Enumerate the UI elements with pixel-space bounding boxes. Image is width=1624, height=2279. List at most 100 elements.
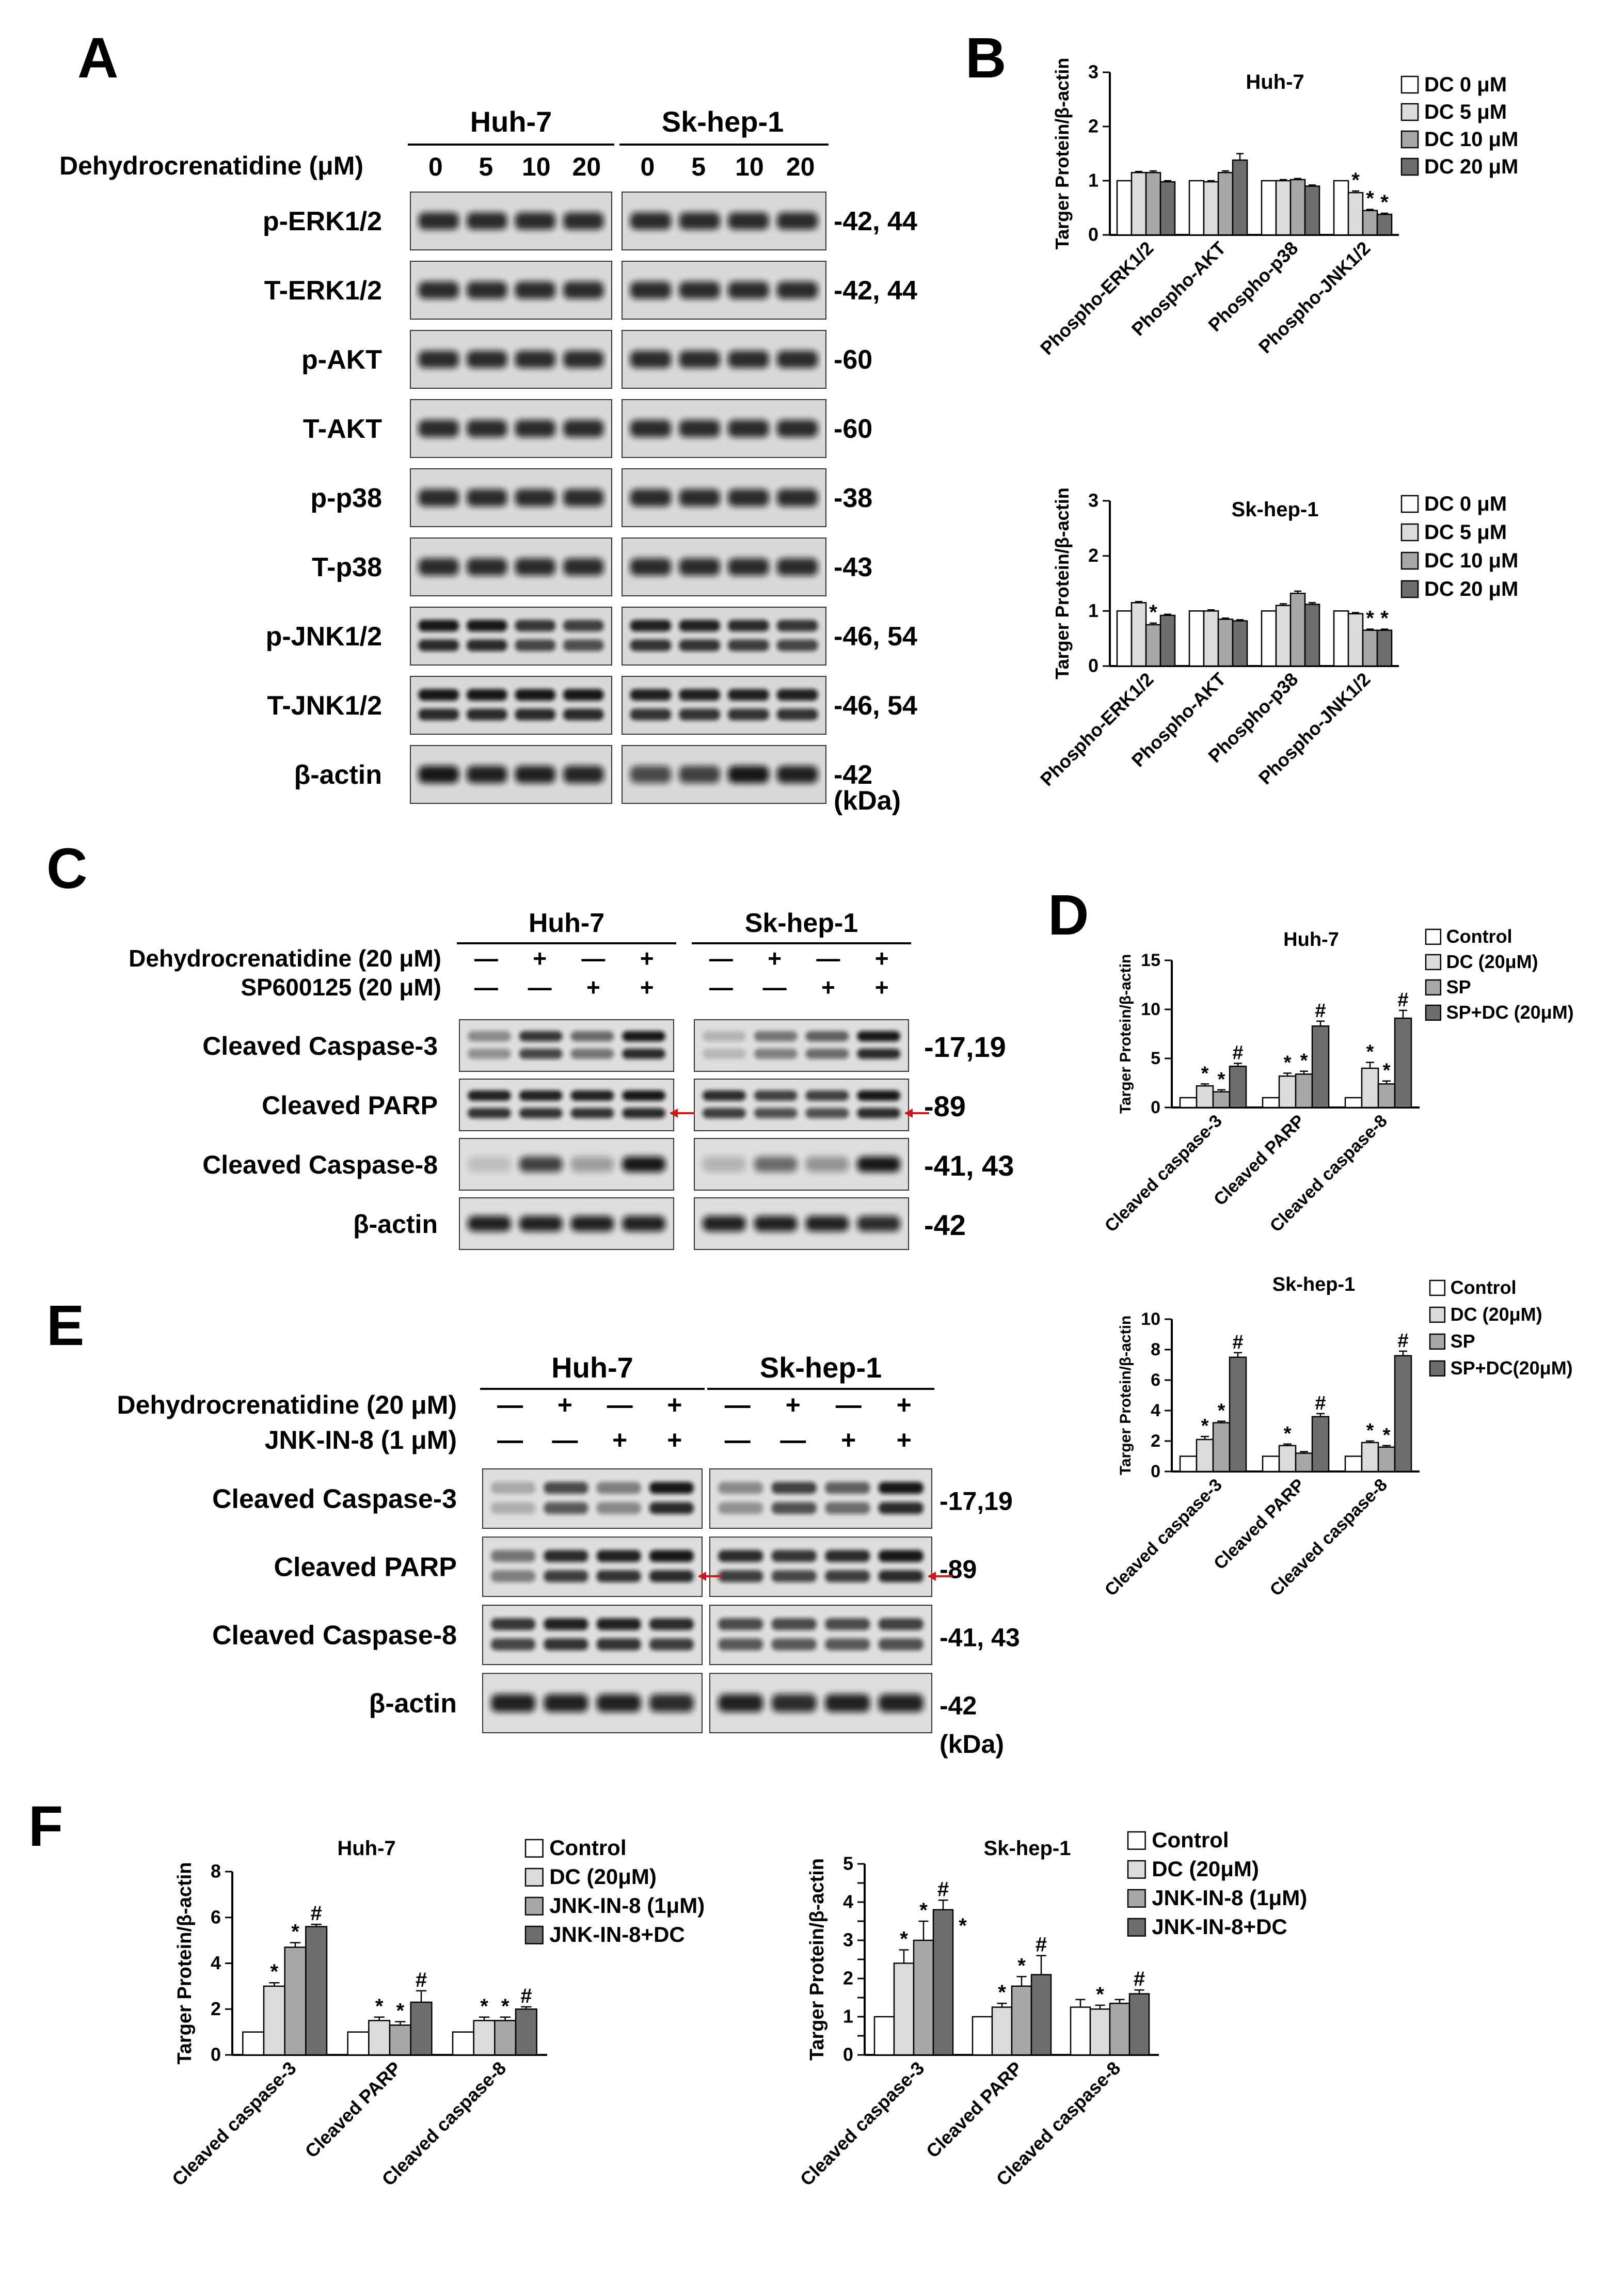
panel-c-blot-lanes xyxy=(467,1157,666,1172)
panel-a-blot-lanes-band xyxy=(776,489,818,507)
bar-jnk-in-8-dc-cleaved-caspase-3 xyxy=(305,1926,328,2056)
chart-title: Huh-7 xyxy=(337,1837,395,1860)
panel-a-blot-lanes-band xyxy=(418,212,459,230)
bar-control-cleaved-parp xyxy=(347,2031,370,2056)
panel-e-blot-frame xyxy=(709,1537,932,1597)
significance-mark: * xyxy=(1218,1400,1225,1422)
chart-f1: 0 2 4 6 8 Targer Protein/β-actin Huh-7 * * # Cleav… xyxy=(168,1835,705,2190)
bar-sp-dc-20-m-cleaved-caspase-3 xyxy=(1229,1065,1247,1109)
panel-a-blot-lanes-band xyxy=(515,489,556,507)
panel-a-blot-lanes-band xyxy=(466,351,507,368)
bar-dc-10-m-phospho-jnk1-2 xyxy=(1362,629,1378,667)
panel-e-blot-lanes-band xyxy=(718,1694,763,1712)
panel-a-row-label: T-AKT xyxy=(303,414,382,444)
panel-e-blot-lanes-band xyxy=(491,1502,536,1514)
panel-a-blot-lanes-band xyxy=(630,558,672,576)
panel-a-blot-lanes xyxy=(418,212,604,230)
panel-a-blot-lanes xyxy=(630,766,818,783)
y-tick-label: 0 xyxy=(1088,224,1098,245)
panel-c-blot-lanes-band xyxy=(622,1031,666,1041)
panel-a-blot-lanes-band xyxy=(630,708,672,721)
legend-entry: DC 20 μM xyxy=(1424,578,1518,600)
bar-dc-5-m-phospho-akt xyxy=(1203,181,1219,236)
panel-e-mw-label: -89 xyxy=(940,1555,977,1584)
panel-e-sign: — xyxy=(607,1390,633,1419)
bar-dc-10-m-phospho-p38 xyxy=(1289,179,1306,236)
panel-e-blot-lanes-band xyxy=(718,1618,763,1631)
panel-c-sign: + xyxy=(586,974,600,1001)
bar-dc-10-m-phospho-akt xyxy=(1217,619,1234,667)
panel-e-sign: + xyxy=(667,1426,682,1454)
panel-e-sign: + xyxy=(841,1426,856,1454)
panel-c-sign: — xyxy=(709,945,733,972)
y-axis-label: Targer Protein/β-actin xyxy=(1052,487,1073,679)
panel-c-blot-lanes xyxy=(702,1157,901,1172)
bar-control-cleaved-caspase-8 xyxy=(1344,1097,1363,1109)
panel-e-cell-line: Huh-7 xyxy=(551,1351,633,1384)
panel-a-blot-lanes-band xyxy=(515,420,556,437)
panel-a-blot-lanes-band xyxy=(728,281,769,299)
y-tick-label: 0 xyxy=(211,2044,221,2065)
panel-c-blot-lanes-band xyxy=(570,1031,614,1041)
legend-swatch xyxy=(1425,1004,1442,1021)
panel-a-blot-lanes-band xyxy=(466,558,507,576)
bar-dc-20-m-cleaved-caspase-8 xyxy=(1361,1442,1379,1473)
panel-c-row-label: Cleaved PARP xyxy=(262,1091,438,1120)
bar-dc-0-m-phospho-p38 xyxy=(1261,180,1277,236)
bar-dc-10-m-phospho-akt xyxy=(1217,172,1234,236)
panel-e-blot-lanes-band xyxy=(878,1502,924,1514)
bar-sp-cleaved-caspase-8 xyxy=(1377,1083,1396,1109)
panel-a-blot-lanes-band xyxy=(418,281,459,299)
panel-c-row-label: β-actin xyxy=(353,1210,438,1239)
bar-dc-20-m-phospho-jnk1-2 xyxy=(1376,213,1393,236)
panel-e-blot-lanes-band xyxy=(771,1570,817,1582)
panel-e-blot-lanes-band xyxy=(878,1482,924,1494)
panel-e-blot-lanes-band xyxy=(491,1638,536,1651)
panel-c-blot-lanes xyxy=(467,1031,666,1059)
panel-a-blot-lanes-band xyxy=(563,766,604,783)
panel-a-mw-label: -38 xyxy=(834,483,872,513)
panel-a-blot-lanes-band xyxy=(418,708,459,721)
panel-e-blot-lanes-band xyxy=(596,1482,641,1494)
panel-c-treatment-label: Dehydrocrenatidine (20 μM) xyxy=(129,945,441,972)
panel-a-blot-lanes-band xyxy=(728,558,769,576)
chart-d2: 0 2 4 6 8 10 Targer Protein/β-actin Sk-hep-1 * * #… xyxy=(1101,1274,1573,1600)
legend-entry: DC (20μM) xyxy=(549,1864,657,1889)
panel-a-blot-lanes-band xyxy=(466,766,507,783)
x-category-label: Cleaved caspase-3 xyxy=(796,2058,929,2190)
panel-a-blot-lanes-band xyxy=(728,766,769,783)
y-tick-label: 6 xyxy=(211,1906,221,1927)
legend-swatch xyxy=(1400,130,1419,149)
panel-c-blot-lanes-band xyxy=(805,1031,849,1041)
panel-e-blot-lanes-band xyxy=(544,1502,588,1514)
panel-a-blot-frame xyxy=(622,676,826,735)
panel-a-blot-lanes-band xyxy=(776,766,818,783)
panel-a-blot-lanes-band xyxy=(679,281,720,299)
panel-a-blot-lanes xyxy=(630,351,818,368)
bar-control-cleaved-caspase-8 xyxy=(1344,1455,1363,1473)
panel-a-blot-lanes-band xyxy=(630,351,672,368)
panel-c-blot-lanes-band xyxy=(519,1157,563,1172)
panel-c-cell-line: Huh-7 xyxy=(529,908,604,938)
panel-a-dose-label: 5 xyxy=(479,152,493,181)
chart-b2: 0 1 2 3 Targer Protein/β-actin Sk-hep-1 * Phosp… xyxy=(1036,487,1518,790)
panel-c-cell-line: Sk-hep-1 xyxy=(745,908,858,938)
significance-mark: # xyxy=(1315,1392,1326,1414)
legend-entry: DC 5 μM xyxy=(1424,521,1507,544)
panel-a-mw-label: -46, 54 xyxy=(834,691,917,721)
panel-a-mw-label: -60 xyxy=(834,345,872,375)
significance-mark: * xyxy=(1366,187,1374,210)
panel-e-row-label: Cleaved Caspase-3 xyxy=(212,1484,457,1514)
bar-dc-20-m-cleaved-parp xyxy=(991,2006,1013,2056)
panel-e-sign: — xyxy=(725,1390,751,1419)
chart-title: Sk-hep-1 xyxy=(1232,498,1319,521)
y-tick-label: 5 xyxy=(1151,1049,1160,1068)
panel-a-blot-lanes-band xyxy=(515,620,556,632)
panel-a-blot-lanes-band xyxy=(418,620,459,632)
legend-swatch xyxy=(1127,1918,1146,1937)
panel-e-blot-lanes-band xyxy=(544,1482,588,1494)
panel-c-blot-lanes-band xyxy=(754,1031,798,1041)
panel-a-blot-lanes-band xyxy=(418,489,459,507)
y-tick-label: 2 xyxy=(1088,545,1098,566)
panel-a-dose-label: 5 xyxy=(691,152,706,181)
